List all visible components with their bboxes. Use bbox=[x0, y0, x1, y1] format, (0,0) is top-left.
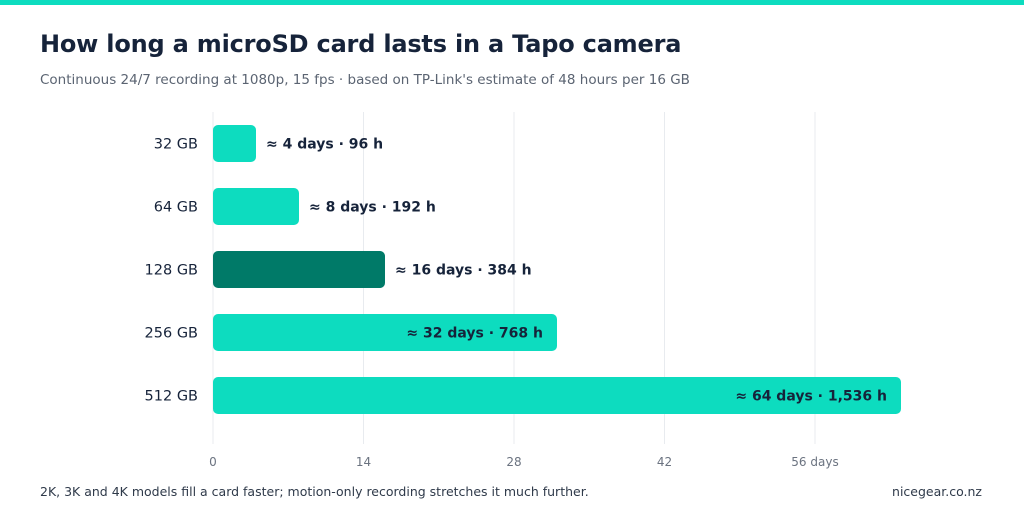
source-credit: nicegear.co.nz bbox=[892, 484, 982, 499]
x-tick-label: 0 bbox=[209, 455, 217, 469]
x-tick-label: 56 days bbox=[791, 455, 838, 469]
x-tick-label: 14 bbox=[356, 455, 371, 469]
data-label: ≈ 32 days · 768 h bbox=[406, 326, 543, 342]
bar bbox=[213, 314, 557, 351]
footnote: 2K, 3K and 4K models fill a card faster;… bbox=[40, 484, 589, 499]
data-label: ≈ 4 days · 96 h bbox=[266, 137, 383, 153]
bar bbox=[213, 251, 385, 288]
data-label: ≈ 64 days · 1,536 h bbox=[735, 389, 887, 405]
accent-top-bar bbox=[0, 0, 1024, 5]
bar-chart: 0 14 28 42 56 days 32 GB ≈ 4 days · 96 h 64 GB ≈… bbox=[145, 112, 901, 469]
x-tick-label: 28 bbox=[506, 455, 521, 469]
chart-title: How long a microSD card lasts in a Tapo … bbox=[40, 30, 682, 58]
x-tick-label: 42 bbox=[657, 455, 672, 469]
category-label: 128 GB bbox=[145, 263, 198, 279]
data-label: ≈ 16 days · 384 h bbox=[395, 263, 532, 279]
category-label: 32 GB bbox=[154, 137, 198, 153]
bar bbox=[213, 377, 901, 414]
chart-subtitle: Continuous 24/7 recording at 1080p, 15 f… bbox=[40, 72, 690, 88]
data-label: ≈ 8 days · 192 h bbox=[309, 200, 436, 216]
bar bbox=[213, 188, 299, 225]
category-label: 256 GB bbox=[145, 326, 198, 342]
category-label: 64 GB bbox=[154, 200, 198, 216]
category-label: 512 GB bbox=[145, 389, 198, 405]
bar bbox=[213, 125, 256, 162]
